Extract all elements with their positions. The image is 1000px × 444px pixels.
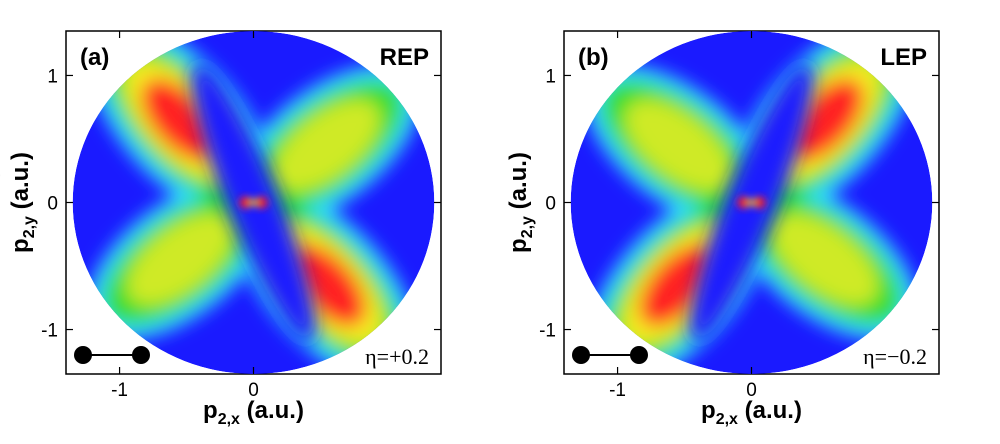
x-tick-label: -1 [609,380,626,401]
heatmap-a [72,31,435,374]
eta-label-b: η=−0.2 [863,344,927,369]
y-axis-title-a: p2,y (a.u.) [7,152,38,253]
lobe-yellow-3 [772,214,879,306]
atom-icon [572,346,590,364]
y-tick-label: -1 [539,321,556,342]
x-axis-title-b: p2,x (a.u.) [701,397,802,428]
y-axis-title-b: p2,y (a.u.) [505,152,536,253]
x-tick-label: 0 [746,380,757,401]
atom-icon [132,346,150,364]
x-tick-label: 0 [248,380,259,401]
heatmap-b [570,31,933,374]
eta-label-a: η=+0.2 [365,344,429,369]
y-tick-label: -1 [41,321,58,342]
x-axis-title-a: p2,x (a.u.) [203,397,304,428]
lobe-peak-0 [786,78,864,162]
center-spots [239,196,268,209]
y-tick-label: 0 [545,194,556,215]
panel-label-a: (a) [80,44,109,71]
corner-label-lep: LEP [880,44,927,71]
y-tick-label: 1 [545,66,556,87]
atom-icon [630,346,648,364]
lobe-yellow-3 [126,214,233,306]
x-tick-label: -1 [111,380,128,401]
ticks-a: -1 0 1 0 -1 [41,31,441,401]
atom-icon [74,346,92,364]
lobe-yellow-2 [624,99,731,191]
corner-label-rep: REP [380,44,429,71]
center-spots [737,196,766,209]
ticks-b: -1 0 1 0 -1 [539,31,939,401]
molecule-icon-a [74,346,150,364]
lobe-peak-1 [288,243,366,327]
molecule-icon-b [572,346,648,364]
lobe-peak-0 [141,78,219,162]
panel-a: -1 0 1 0 -1 (a) REP η=+0.2 p2,x (a.u.) p2,y … [7,30,442,428]
lobe-peak-1 [639,243,717,327]
panel-b: -1 0 1 0 -1 (b) LEP η=−0.2 p2,x (a.u.) p2,y … [505,30,940,428]
lobe-yellow-2 [274,99,381,191]
y-tick-label: 1 [47,66,58,87]
cropped-glyph: r [0,169,1,190]
panel-label-b: (b) [578,44,609,71]
y-tick-label: 0 [47,194,58,215]
